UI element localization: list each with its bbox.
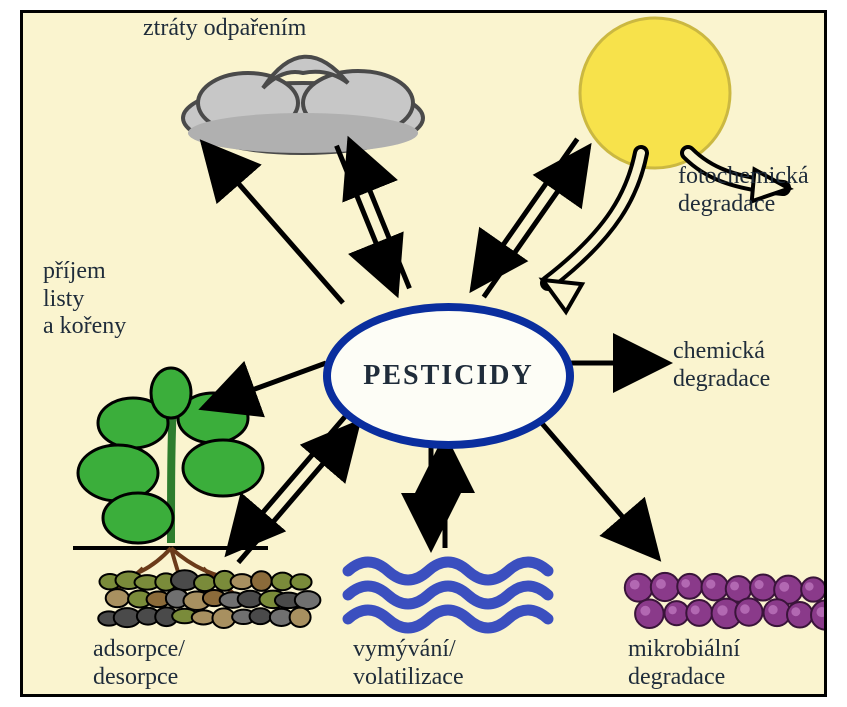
- label-microbial: mikrobiální degradace: [628, 636, 740, 691]
- diagram-frame: PESTICIDY ztráty odpařením fotochemická …: [20, 10, 827, 697]
- label-adsorption: adsorpce/ desorpce: [93, 636, 185, 691]
- label-evaporation: ztráty odpařením: [143, 15, 306, 43]
- label-uptake: příjem listy a kořeny: [43, 258, 126, 341]
- label-photochemical: fotochemická degradace: [678, 163, 809, 218]
- label-volatilization: vymývání/ volatilizace: [353, 636, 464, 691]
- center-node: PESTICIDY: [323, 303, 574, 449]
- label-chemical: chemická degradace: [673, 338, 770, 393]
- center-label: PESTICIDY: [363, 360, 533, 392]
